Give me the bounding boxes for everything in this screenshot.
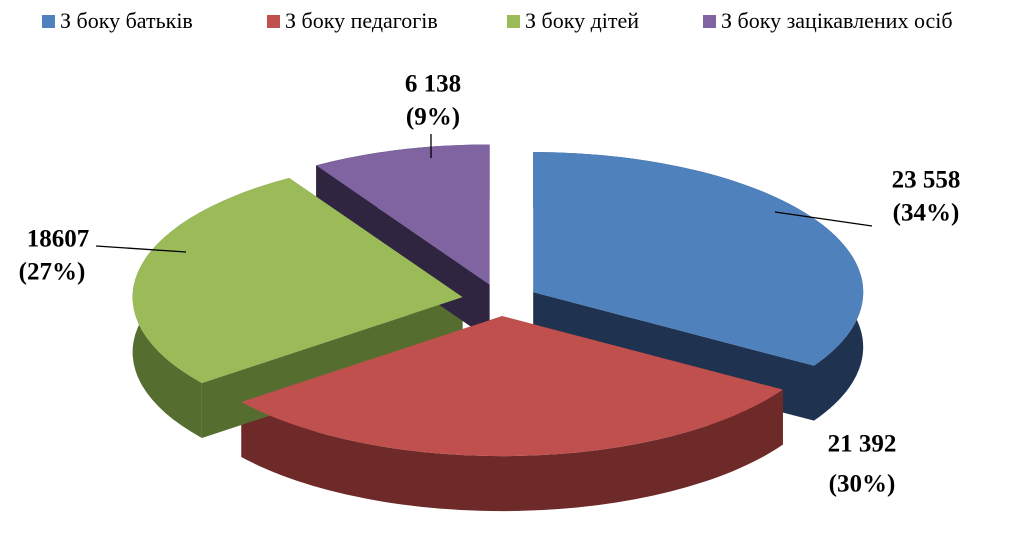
legend-label: З боку батьків xyxy=(60,8,193,33)
slice xyxy=(132,178,463,383)
legend-swatch xyxy=(703,15,716,28)
percent-label: (9%) xyxy=(406,104,460,131)
data-labels: 23 558 (34%) 21 392 (30%) 18607 (27%) 6 … xyxy=(19,71,961,498)
slice xyxy=(533,152,864,366)
legend-swatch xyxy=(42,15,55,28)
legend-swatch xyxy=(507,15,520,28)
leader-line xyxy=(95,245,187,253)
slice xyxy=(241,316,783,457)
leader-line xyxy=(774,211,873,227)
legend-swatch xyxy=(267,15,280,28)
percent-label: (34%) xyxy=(893,200,960,227)
slice xyxy=(316,144,490,285)
legend-label: З боку дітей xyxy=(525,8,639,33)
pie xyxy=(132,144,864,512)
legend-label: З боку педагогів xyxy=(285,8,438,33)
value-label: 6 138 xyxy=(405,71,461,98)
value-label: 18607 xyxy=(27,226,90,253)
value-label: 21 392 xyxy=(828,431,897,458)
percent-label: (27%) xyxy=(19,259,86,286)
value-label: 23 558 xyxy=(892,167,961,194)
legend: З боку батьків З боку педагогів З боку д… xyxy=(42,8,953,33)
legend-label: З боку зацікавлених осіб xyxy=(721,8,953,33)
percent-label: (30%) xyxy=(829,471,896,498)
slice-side xyxy=(241,389,783,512)
